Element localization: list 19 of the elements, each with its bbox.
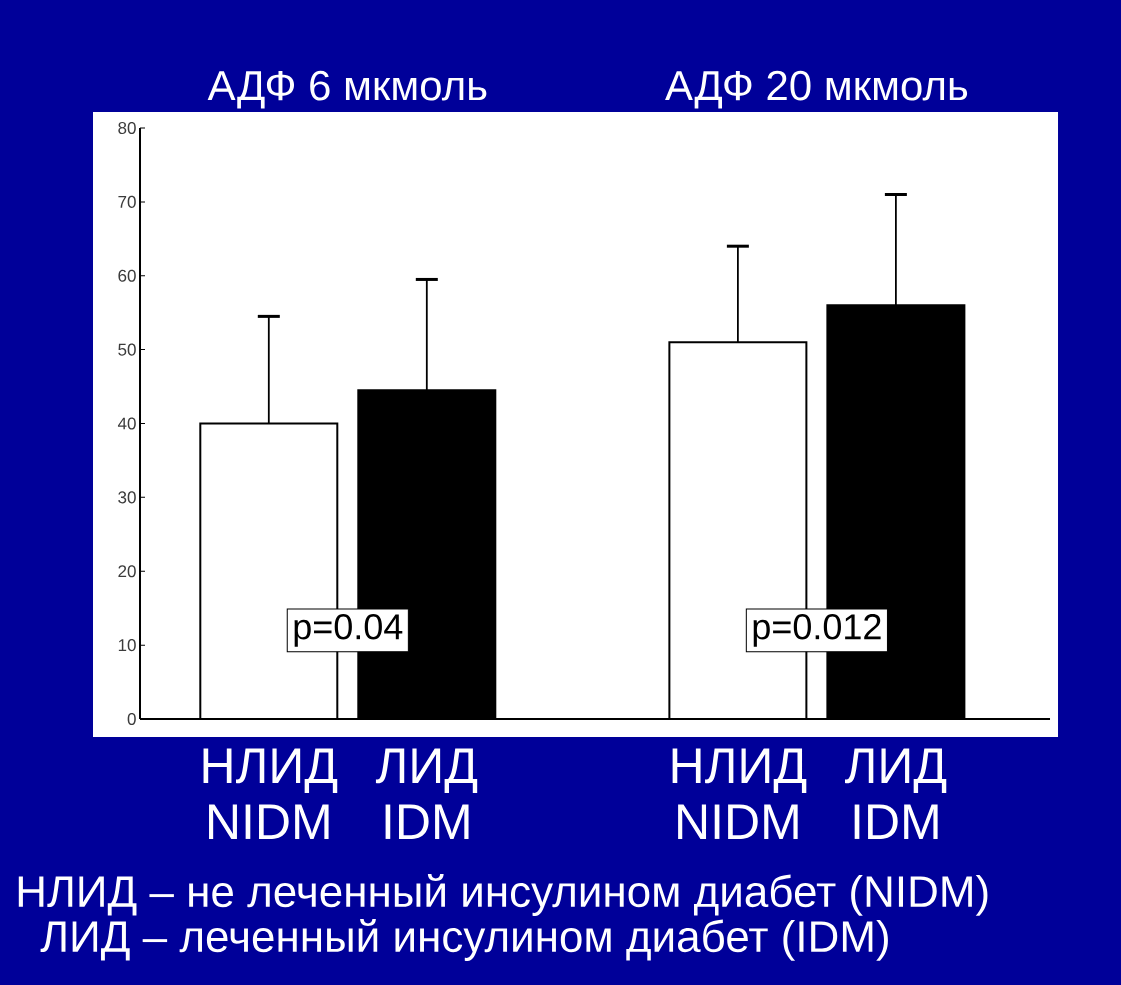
y-tick-label: 80 bbox=[118, 121, 136, 135]
y-tick-label: 10 bbox=[118, 639, 136, 652]
y-tick-label: 40 bbox=[117, 417, 136, 430]
y-tick-label: 50 bbox=[118, 343, 136, 356]
text: НЛИД NIDM bbox=[672, 748, 807, 839]
y-tick-label: 70 bbox=[118, 195, 136, 208]
x-tick-label: АДФ 20 мкмоль bbox=[665, 70, 968, 109]
text: НЛИД – не леченный инсулином диабет (NIDM) bbox=[18, 874, 988, 916]
y-tick-label: 20 bbox=[118, 565, 136, 578]
annotation: p=0.012 bbox=[753, 614, 881, 647]
y-tick-label: 60 bbox=[118, 269, 136, 282]
annotation: p=0.04 bbox=[294, 614, 403, 647]
text: ЛИД IDM bbox=[845, 748, 947, 839]
series-label: ЛИД IDM bbox=[375, 748, 478, 839]
x-tick-label: АДФ 6 мкмоль bbox=[207, 70, 487, 109]
y-tick-label: 0 bbox=[127, 712, 136, 726]
series-label: НЛИД NIDM bbox=[203, 748, 338, 839]
text: ЛИД – леченный инсулином диабет (IDM) bbox=[40, 919, 888, 961]
y-tick-label: 30 bbox=[118, 491, 136, 504]
